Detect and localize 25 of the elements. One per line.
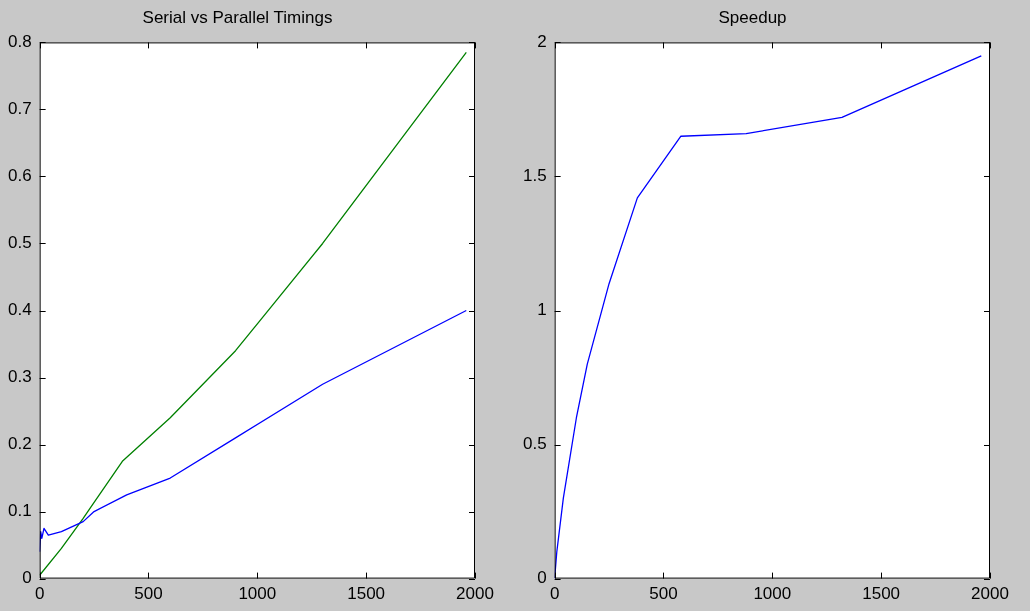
y-tick-label: 1: [537, 300, 547, 320]
x-tick-label: 2000: [971, 584, 1009, 604]
y-tick-label: 0.2: [7, 434, 32, 454]
x-tick-label: 1500: [347, 584, 386, 604]
x-tick-label: 2000: [456, 584, 494, 604]
y-tick-label: 0: [537, 568, 547, 588]
y-tick-label: 0.5: [522, 434, 547, 454]
y-tick-label: 0.6: [7, 166, 32, 186]
y-tick-label: 0.1: [7, 501, 32, 521]
chart-title: Serial vs Parallel Timings: [142, 7, 333, 27]
x-tick-label: 1000: [238, 584, 277, 604]
y-tick-label: 0.8: [7, 32, 32, 52]
x-tick-label: 500: [134, 584, 163, 604]
y-tick-label: 0.3: [7, 367, 32, 387]
x-tick-label: 1000: [753, 584, 792, 604]
y-tick-label: 0.5: [7, 233, 32, 253]
y-tick-label: 0: [22, 568, 32, 588]
y-tick-label: 2: [537, 32, 547, 52]
x-tick-label: 1500: [862, 584, 901, 604]
y-tick-label: 0.7: [7, 99, 32, 119]
chart-title: Speedup: [718, 7, 787, 27]
y-tick-label: 0.4: [7, 300, 32, 320]
x-tick-label: 500: [649, 584, 678, 604]
x-tick-label: 0: [34, 584, 45, 604]
y-tick-label: 1.5: [522, 166, 547, 186]
